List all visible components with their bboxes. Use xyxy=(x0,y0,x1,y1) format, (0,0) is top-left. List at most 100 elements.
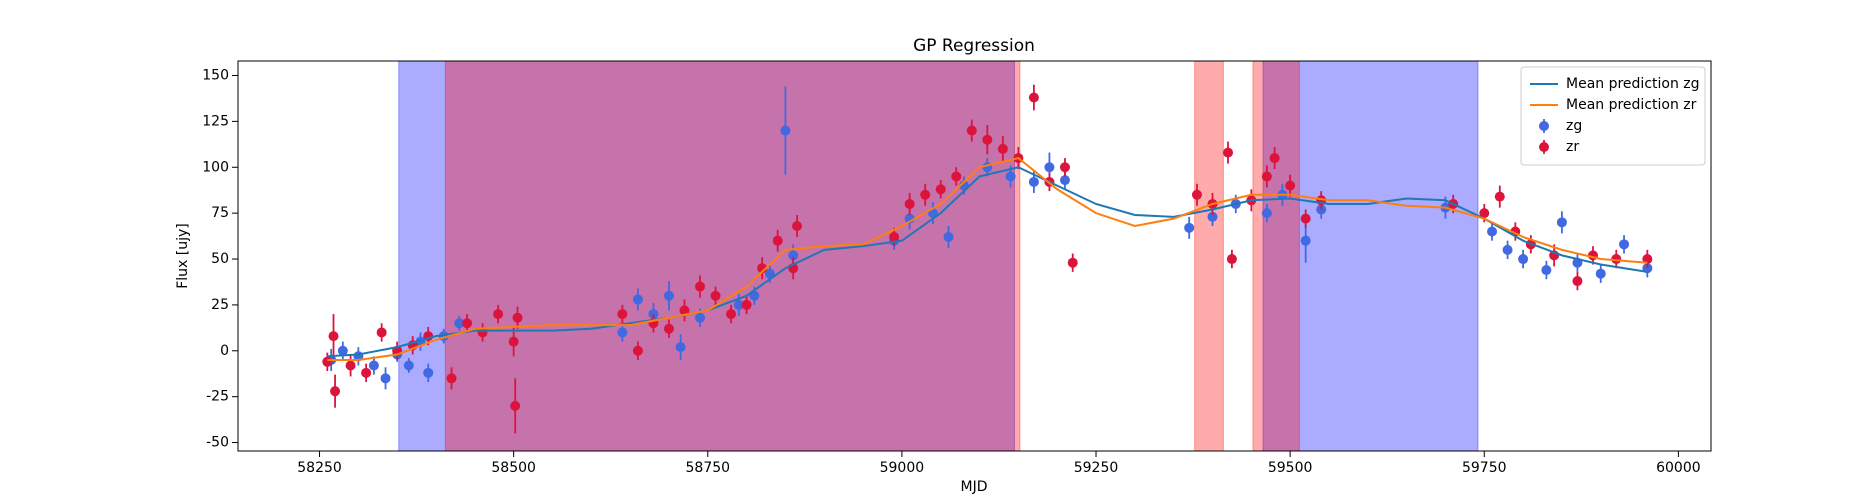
y-tick-label: 75 xyxy=(211,205,229,221)
point xyxy=(322,356,333,367)
point xyxy=(695,312,706,323)
point xyxy=(337,345,348,356)
x-tick-label: 59250 xyxy=(1074,460,1119,476)
point xyxy=(1226,254,1237,265)
point xyxy=(935,184,946,195)
point xyxy=(632,294,643,305)
point xyxy=(1502,244,1513,255)
point xyxy=(1556,217,1567,228)
y-tick-label: 25 xyxy=(211,297,229,313)
point xyxy=(446,373,457,384)
point xyxy=(617,309,628,320)
point xyxy=(780,125,791,136)
x-tick-label: 58750 xyxy=(686,460,731,476)
point xyxy=(1518,254,1529,265)
span xyxy=(1262,61,1479,451)
legend-label: zg xyxy=(1566,118,1582,134)
point xyxy=(943,232,954,243)
legend-swatch xyxy=(1539,142,1549,152)
point xyxy=(764,268,775,279)
point xyxy=(1028,176,1039,187)
point xyxy=(1223,147,1234,158)
point xyxy=(1207,211,1218,222)
point xyxy=(741,299,752,310)
point xyxy=(361,367,372,378)
point xyxy=(617,327,628,338)
point xyxy=(1300,235,1311,246)
point xyxy=(1285,180,1296,191)
span xyxy=(398,61,1015,451)
x-axis-label: MJD xyxy=(961,479,988,495)
point xyxy=(663,290,674,301)
point xyxy=(1261,208,1272,219)
point xyxy=(508,336,519,347)
point xyxy=(423,367,434,378)
y-tick-label: 125 xyxy=(202,113,229,129)
point xyxy=(493,309,504,320)
legend-swatch xyxy=(1539,121,1549,131)
point xyxy=(1494,191,1505,202)
point xyxy=(1261,171,1272,182)
x-tick-label: 59500 xyxy=(1268,460,1313,476)
point xyxy=(330,386,341,397)
mean-line xyxy=(327,166,1648,358)
point xyxy=(368,360,379,371)
point xyxy=(749,290,760,301)
point xyxy=(1067,257,1078,268)
point xyxy=(733,299,744,310)
point xyxy=(1479,208,1490,219)
point xyxy=(328,331,339,342)
point xyxy=(997,143,1008,154)
legend-label: Mean prediction zg xyxy=(1566,76,1700,92)
point xyxy=(1184,222,1195,233)
point xyxy=(454,318,465,329)
y-tick-label: 50 xyxy=(211,251,229,267)
point xyxy=(1611,254,1622,265)
y-tick-label: 0 xyxy=(220,343,229,359)
point xyxy=(380,373,391,384)
x-tick-label: 59000 xyxy=(880,460,925,476)
point xyxy=(675,342,686,353)
point xyxy=(512,312,523,323)
point xyxy=(1595,268,1606,279)
y-tick-label: 150 xyxy=(202,67,229,83)
mean-line xyxy=(327,157,1648,361)
point xyxy=(679,305,690,316)
span xyxy=(1194,61,1224,451)
point xyxy=(966,125,977,136)
point xyxy=(1572,276,1583,287)
point xyxy=(772,235,783,246)
point xyxy=(1300,213,1311,224)
point xyxy=(1541,265,1552,276)
x-tick-label: 59750 xyxy=(1462,460,1507,476)
point xyxy=(792,220,803,231)
point xyxy=(510,400,521,411)
point xyxy=(1191,189,1202,200)
point xyxy=(788,250,799,261)
point xyxy=(462,318,473,329)
point xyxy=(1028,92,1039,103)
point xyxy=(726,309,737,320)
plot-area xyxy=(322,61,1653,451)
point xyxy=(345,360,356,371)
legend-label: zr xyxy=(1566,139,1579,155)
point xyxy=(695,281,706,292)
point xyxy=(1269,153,1280,164)
point xyxy=(1059,162,1070,173)
point xyxy=(920,189,931,200)
x-tick-label: 58500 xyxy=(491,460,536,476)
x-tick-label: 60000 xyxy=(1656,460,1701,476)
point xyxy=(1005,171,1016,182)
point xyxy=(889,232,900,243)
y-tick-label: -25 xyxy=(206,389,229,405)
y-tick-label: 100 xyxy=(202,159,229,175)
point xyxy=(1044,162,1055,173)
point xyxy=(1619,239,1630,250)
point xyxy=(376,327,387,338)
point xyxy=(710,290,721,301)
span xyxy=(1252,61,1300,451)
legend-label: Mean prediction zr xyxy=(1566,97,1697,113)
chart-title: GP Regression xyxy=(913,36,1035,56)
x-tick-label: 58250 xyxy=(297,460,342,476)
